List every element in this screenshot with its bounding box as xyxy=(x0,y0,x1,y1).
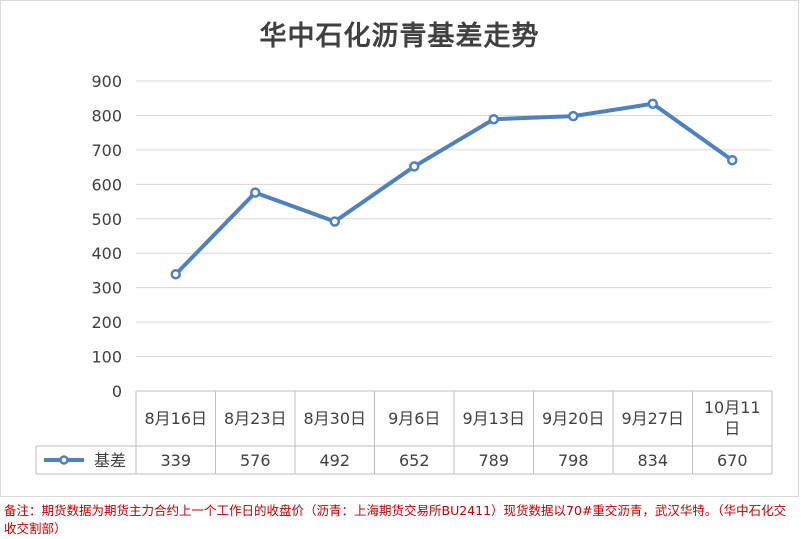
data-point xyxy=(329,216,340,227)
table-value: 670 xyxy=(717,451,748,470)
x-tick-label: 9月27日 xyxy=(621,409,684,428)
x-tick-label: 9月6日 xyxy=(388,409,440,428)
y-tick-label: 600 xyxy=(91,175,122,194)
data-point xyxy=(250,187,261,198)
chart-title: 华中石化沥青基差走势 xyxy=(259,21,540,52)
table-value: 576 xyxy=(240,451,271,470)
y-tick-label: 500 xyxy=(91,210,122,229)
data-point xyxy=(488,113,499,125)
y-tick-label: 900 xyxy=(91,72,122,91)
x-tick-label: 8月16日 xyxy=(144,409,207,428)
data-point xyxy=(727,154,738,166)
table-value: 798 xyxy=(558,451,589,470)
y-tick-label: 0 xyxy=(112,382,122,401)
footnote: 备注：期货数据为期货主力合约上一个工作日的收盘价（沥青：上海期货交易所BU241… xyxy=(4,503,787,536)
data-point xyxy=(647,98,658,109)
chart-frame xyxy=(0,0,799,497)
table-value: 652 xyxy=(399,451,430,470)
table-value: 339 xyxy=(160,451,191,470)
y-tick-label: 200 xyxy=(91,313,122,332)
data-point xyxy=(409,161,420,172)
y-tick-label: 100 xyxy=(91,348,122,367)
y-tick-label: 400 xyxy=(91,244,122,263)
x-tick-label: 10月11 xyxy=(704,398,761,417)
y-tick-label: 300 xyxy=(91,279,122,298)
data-point xyxy=(170,268,181,280)
y-tick-label: 800 xyxy=(91,106,122,125)
line-chart: 0 100 200 300 400 500 600 700 800 900 8月16日 8月23日 8月… xyxy=(35,72,773,475)
y-tick-label: 700 xyxy=(91,141,122,160)
x-tick-label: 8月30日 xyxy=(303,409,366,428)
table-value: 834 xyxy=(637,451,668,470)
x-tick-label: 9月20日 xyxy=(542,409,605,428)
x-tick-label: 日 xyxy=(724,419,740,438)
x-tick-label: 8月23日 xyxy=(224,409,287,428)
series-line xyxy=(174,101,734,276)
table-value: 789 xyxy=(478,451,509,470)
legend-marker xyxy=(59,455,69,465)
legend-label: 基差 xyxy=(94,451,126,470)
x-tick-label: 9月13日 xyxy=(462,409,525,428)
data-point xyxy=(568,110,579,122)
table-value: 492 xyxy=(319,451,350,470)
